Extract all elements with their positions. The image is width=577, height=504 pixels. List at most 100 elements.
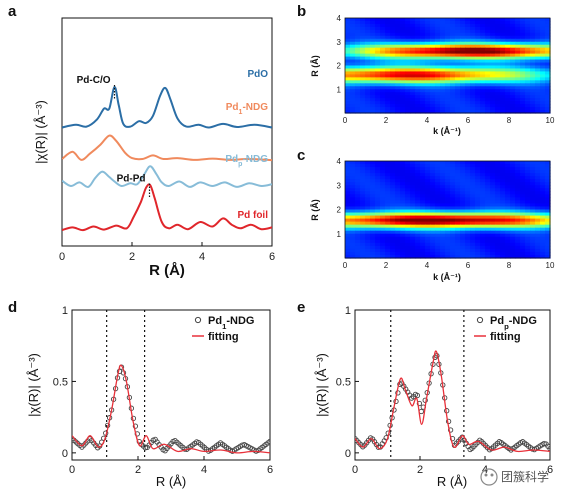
panel-c-cell: [385, 233, 391, 238]
panel-c-cell: [375, 242, 381, 247]
panel-c-cell: [355, 209, 361, 214]
panel-b-cell: [370, 71, 376, 76]
panel-b-cell: [405, 18, 411, 22]
panel-b-cell: [460, 77, 466, 81]
panel-b-cell: [475, 92, 481, 96]
panel-b-cell: [515, 86, 521, 90]
panel-b-cell: [505, 32, 511, 37]
panel-c-cell: [475, 200, 481, 205]
panel-b-cell: [345, 29, 351, 34]
panel-c-cell: [520, 239, 526, 244]
panel-b-cell: [370, 98, 376, 102]
panel-b-cell: [395, 86, 401, 90]
panel-c-cell: [345, 215, 351, 220]
panel-b-cell: [440, 38, 446, 43]
panel-b-cell: [365, 35, 371, 40]
panel-b-cell: [430, 32, 436, 37]
panel-b-cell: [470, 47, 476, 52]
panel-c-cell: [500, 248, 506, 253]
panel-b-cell: [375, 53, 381, 58]
panel-c-cell: [500, 251, 506, 256]
panel-b-cell: [410, 95, 416, 99]
panel-c-cell: [405, 203, 411, 208]
panel-c-cell: [355, 173, 361, 177]
panel-c-cell: [525, 194, 531, 198]
panel-b-cell: [525, 65, 531, 70]
panel-b-cell: [430, 86, 436, 90]
panel-b-cell: [465, 62, 471, 67]
panel-c-cell: [485, 188, 491, 192]
panel-c-cell: [505, 191, 511, 195]
panel-c-cell: [525, 164, 531, 168]
panel-a-series-label: Pdp-NDG: [225, 154, 268, 168]
panel-b-cell: [510, 47, 516, 52]
panel-c-cell: [380, 245, 386, 250]
panel-c-cell: [350, 245, 356, 250]
panel-b-cell: [515, 41, 521, 46]
panel-c-cell: [455, 227, 461, 232]
panel-b-cell: [355, 41, 361, 46]
panel-a-series-line: [62, 85, 272, 129]
panel-b-cell: [495, 98, 501, 102]
panel-c-cell: [415, 242, 421, 247]
panel-b-cell: [370, 68, 376, 73]
panel-b-cell: [540, 32, 546, 37]
panel-c-cell: [490, 200, 496, 205]
panel-b-cell: [500, 44, 506, 49]
panel-c-cell: [395, 191, 401, 195]
panel-b-cell: [370, 26, 376, 31]
panel-c-cell: [490, 164, 496, 168]
panel-b-cell: [370, 41, 376, 46]
panel-c-cell: [510, 254, 516, 259]
panel-c-cell: [475, 251, 481, 256]
panel-b-x-tick-label: 10: [546, 116, 555, 125]
panel-b-cell: [405, 44, 411, 49]
panel-c-cell: [430, 164, 436, 168]
panel-c-cell: [545, 200, 551, 205]
panel-b-cell: [430, 50, 436, 55]
panel-b-cell: [410, 80, 416, 84]
panel-b-cell: [445, 83, 451, 87]
panel-b-cell: [415, 35, 421, 40]
panel-c-cell: [515, 215, 521, 220]
panel-b-cell: [375, 62, 381, 67]
panel-b-cell: [380, 98, 386, 102]
panel-c-cell: [520, 191, 526, 195]
panel-c-cell: [440, 212, 446, 217]
panel-c-cell: [525, 239, 531, 244]
panel-c-cell: [430, 203, 436, 208]
panel-c-cell: [430, 248, 436, 253]
panel-c-cell: [395, 254, 401, 259]
panel-c-cell: [400, 230, 406, 235]
panel-c-cell: [525, 173, 531, 177]
panel-b-cell: [390, 50, 396, 55]
panel-b-cell: [415, 56, 421, 61]
panel-c-cell: [390, 212, 396, 217]
panel-c-cell: [415, 248, 421, 253]
panel-b-cell: [385, 20, 391, 25]
panel-c-cell: [355, 200, 361, 205]
panel-b-cell: [535, 29, 541, 34]
panel-b-cell: [520, 59, 526, 64]
panel-b-cell: [475, 104, 481, 108]
panel-c-cell: [480, 221, 486, 226]
panel-c-cell: [485, 212, 491, 217]
panel-b-cell: [370, 92, 376, 96]
panel-b-cell: [425, 104, 431, 108]
panel-b-cell: [475, 44, 481, 49]
panel-b-cell: [505, 77, 511, 81]
panel-b-cell: [460, 62, 466, 67]
panel-c-cell: [435, 173, 441, 177]
panel-b-cell: [350, 23, 356, 28]
panel-b-cell: [515, 107, 521, 111]
panel-c-cell: [520, 218, 526, 223]
panel-c-cell: [365, 221, 371, 226]
panel-c-cell: [355, 164, 361, 168]
panel-b-cell: [350, 41, 356, 46]
panel-b-cell: [515, 74, 521, 78]
panel-c-cell: [545, 167, 551, 171]
panel-b-cell: [455, 44, 461, 49]
panel-c-cell: [520, 206, 526, 211]
panel-c-cell: [505, 254, 511, 259]
panel-c-cell: [530, 182, 536, 186]
